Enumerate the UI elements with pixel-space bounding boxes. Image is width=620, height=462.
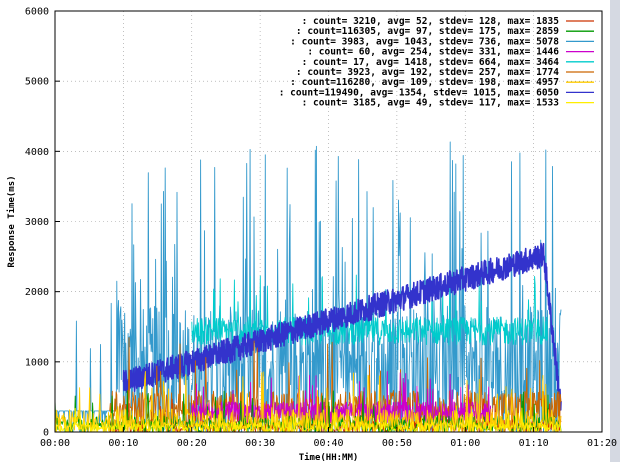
legend-label: : count=119490, avg= 1354, stdev= 1015, … <box>279 87 560 98</box>
y-tick-label: 5000 <box>25 77 49 88</box>
x-tick-label: 00:30 <box>245 438 275 449</box>
x-tick-label: 00:40 <box>313 438 343 449</box>
series-line <box>54 405 562 433</box>
x-tick-label: 01:20 <box>587 438 617 449</box>
x-tick-label: 00:00 <box>40 438 70 449</box>
x-tick-label: 00:20 <box>177 438 207 449</box>
x-tick-label: 01:00 <box>450 438 480 449</box>
legend-label: : count= 3210, avg= 52, stdev= 128, max=… <box>302 16 560 27</box>
series-line <box>55 141 562 433</box>
legend-label: : count= 3185, avg= 49, stdev= 117, max=… <box>302 98 560 109</box>
series-line <box>122 242 562 411</box>
legend: : count= 3210, avg= 52, stdev= 128, max=… <box>279 16 594 109</box>
series-area <box>54 141 562 433</box>
y-axis-title: Response Time(ms) <box>6 175 17 267</box>
y-tick-label: 1000 <box>25 357 49 368</box>
legend-label: : count= 3923, avg= 192, stdev= 257, max… <box>296 67 559 78</box>
y-tick-label: 0 <box>43 428 49 439</box>
y-tick-label: 3000 <box>25 217 49 228</box>
x-tick-label: 00:10 <box>108 438 138 449</box>
x-tick-label: 01:10 <box>519 438 549 449</box>
window-edge <box>610 0 620 462</box>
axis-ticks: 00:00 00:10 00:20 00:30 00:40 00:50 01:00 01:10… <box>25 7 617 450</box>
legend-label: : count= 3983, avg= 1043, stdev= 736, ma… <box>290 36 559 47</box>
y-tick-label: 2000 <box>25 287 49 298</box>
x-axis-title: Time(HH:MM) <box>299 452 359 462</box>
y-tick-label: 4000 <box>25 147 49 158</box>
legend-label: : count= 60, avg= 254, stdev= 331, max= … <box>307 47 559 58</box>
legend-label: : count= 17, avg= 1418, stdev= 664, max=… <box>302 57 560 68</box>
legend-label: : count=116280, avg= 109, stdev= 198, ma… <box>290 77 559 88</box>
legend-label: : count=116305, avg= 97, stdev= 175, max… <box>296 26 559 37</box>
y-tick-label: 6000 <box>25 7 49 18</box>
x-tick-label: 00:50 <box>382 438 412 449</box>
